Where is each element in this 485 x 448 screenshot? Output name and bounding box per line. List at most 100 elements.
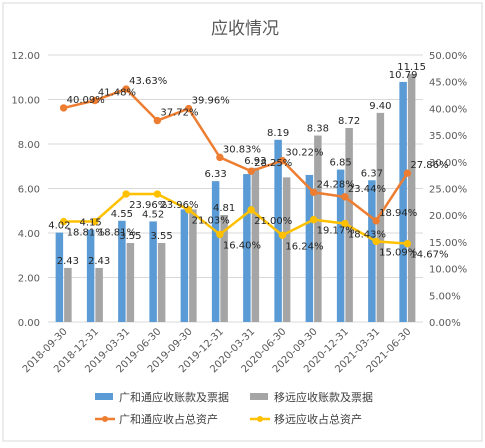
data-label: 18.81%	[67, 228, 105, 239]
line-point	[278, 156, 287, 165]
left-tick-label: 6.00	[18, 185, 40, 196]
bar	[95, 267, 103, 322]
data-label: 9.40	[369, 101, 391, 112]
line-point	[184, 205, 193, 214]
legend-label: 移远应收账款及票据	[274, 390, 373, 404]
data-label: 10.79	[389, 70, 418, 81]
line-point	[247, 167, 255, 175]
data-label: 14.67%	[410, 250, 448, 261]
bar	[126, 243, 135, 322]
right-tick-label: 0.00%	[429, 318, 461, 329]
data-label: 4.15	[79, 218, 101, 229]
line-point	[216, 153, 224, 162]
bar	[243, 174, 251, 322]
data-label: 30.22%	[285, 148, 323, 159]
right-tick-label: 45.00%	[429, 78, 467, 89]
bar	[220, 214, 228, 322]
data-label: 15.09%	[379, 247, 417, 258]
right-tick-label: 20.00%	[429, 211, 467, 222]
right-tick-label: 50.00%	[429, 51, 467, 62]
bar	[282, 177, 291, 322]
legend-swatch	[102, 416, 108, 422]
data-label: 23.96%	[160, 200, 198, 211]
data-label: 6.37	[361, 168, 383, 179]
line-point	[309, 188, 318, 197]
data-label: 23.96%	[129, 200, 167, 211]
bar	[407, 73, 416, 322]
data-label: 16.40%	[223, 240, 261, 251]
line-point	[59, 104, 68, 112]
line-point	[309, 215, 318, 224]
line-point	[122, 190, 130, 198]
data-label: 3.55	[119, 231, 141, 242]
bar	[189, 209, 197, 322]
data-label: 21.03%	[192, 216, 230, 227]
data-label: 19.17%	[317, 226, 355, 237]
data-label: 4.55	[111, 209, 133, 220]
line-point	[153, 190, 162, 198]
data-label: 39.96%	[192, 96, 230, 107]
right-tick-label: 15.00%	[429, 238, 467, 249]
data-label: 41.48%	[98, 87, 136, 98]
data-label: 11.15	[397, 62, 426, 73]
left-tick-label: 8.00	[18, 140, 40, 151]
line-point	[278, 231, 287, 239]
legend-label: 移远应收占总资产	[274, 412, 362, 426]
data-label: 6.33	[204, 169, 226, 180]
data-label: 37.72%	[160, 108, 198, 119]
legend-label: 广和通应收占总资产	[119, 412, 218, 426]
line-point	[341, 219, 349, 228]
left-tick-label: 4.00	[18, 229, 40, 240]
data-label: 6.85	[329, 158, 351, 169]
legend-label: 广和通应收账款及票据	[119, 390, 229, 404]
right-tick-label: 40.00%	[429, 104, 467, 115]
right-tick-label: 35.00%	[429, 131, 467, 142]
line-point	[372, 237, 380, 246]
bar	[336, 169, 345, 322]
bar	[86, 229, 95, 322]
line-point	[372, 217, 380, 225]
line-point	[341, 193, 349, 201]
line-point	[403, 169, 412, 177]
data-label: 4.81	[213, 203, 235, 214]
data-label: 24.28%	[317, 179, 355, 190]
right-tick-label: 25.00%	[429, 185, 467, 196]
data-label: 16.24%	[285, 241, 323, 252]
bar	[251, 167, 260, 322]
bar	[211, 181, 220, 322]
bar	[55, 232, 64, 322]
line-point	[184, 104, 193, 113]
data-label: 4.02	[48, 221, 70, 232]
data-label: 8.72	[338, 116, 360, 127]
left-tick-label: 0.00	[18, 318, 40, 329]
legend-swatch	[95, 393, 113, 400]
right-tick-label: 10.00%	[429, 265, 467, 276]
data-label: 8.19	[267, 128, 289, 139]
data-label: 43.63%	[129, 76, 167, 87]
right-tick-label: 30.00%	[429, 158, 467, 169]
data-label: 4.52	[142, 209, 164, 220]
data-label: 18.94%	[379, 208, 417, 219]
data-label: 8.38	[307, 124, 329, 135]
bar	[149, 221, 157, 322]
data-label: 6.93	[244, 156, 266, 167]
series-line	[63, 192, 408, 245]
data-label: 18.81%	[98, 228, 136, 239]
bar	[157, 243, 166, 322]
data-label: 18.43%	[348, 230, 386, 241]
line-point	[59, 217, 68, 226]
bar	[368, 180, 376, 322]
chart-title: 应收情况	[211, 19, 279, 39]
line-point	[247, 206, 255, 214]
bar	[376, 112, 385, 322]
bar	[180, 209, 189, 322]
data-label: 40.09%	[67, 95, 105, 106]
right-tick-label: 5.00%	[429, 291, 461, 302]
data-label: 2.43	[57, 256, 79, 267]
right-axis-ticks: 0.00% 5.00% 10.00% 15.00% 20.00% 25.00% 30.00%…	[429, 51, 467, 329]
line-point	[403, 239, 412, 248]
bar	[64, 267, 72, 322]
left-tick-label: 10.00	[11, 96, 40, 107]
